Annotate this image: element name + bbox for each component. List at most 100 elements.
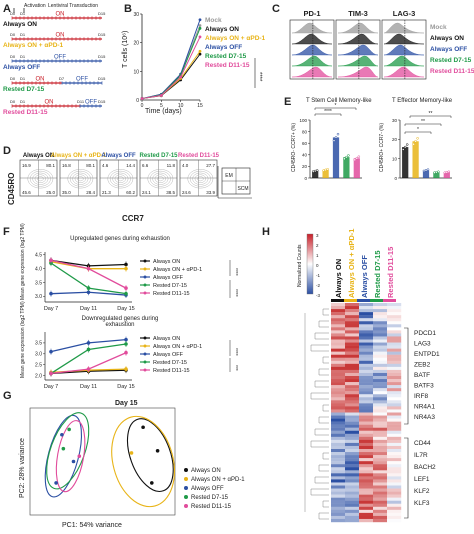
panel-f-upper-point	[49, 291, 53, 296]
panel-c-marker-header: TIM-3	[348, 9, 368, 18]
timeline-row-label: Rested D11-15	[3, 109, 48, 116]
panel-e-left-dot	[343, 157, 346, 161]
heatmap-cell	[359, 312, 374, 316]
heatmap-cell	[373, 342, 388, 346]
heatmap-cell	[373, 348, 388, 352]
panel-b-xtick-label: 15	[197, 103, 203, 109]
heatmap-cell	[387, 397, 402, 401]
heatmap-dendrogram-branch	[322, 452, 329, 460]
panel-f-upper-ytick-label: 4.5	[35, 253, 42, 259]
panel-f-upper-point	[124, 262, 128, 267]
heatmap-cell	[331, 433, 346, 438]
heatmap-cell	[345, 363, 360, 368]
heatmap-cell	[359, 327, 374, 331]
panel-g-title: Day 15	[115, 400, 138, 407]
panel-e-left-bar	[332, 137, 340, 178]
panel-f-upper-point	[86, 286, 91, 290]
panel-f-lower-xtick-label: Day 7	[44, 384, 58, 390]
timeline-day-label: D15	[98, 32, 106, 37]
panel-c-histogram	[291, 22, 333, 34]
heatmap-cell	[373, 409, 388, 413]
panel-f-legend-label: Always OFF	[153, 275, 184, 281]
timeline-day-label: D1	[20, 11, 26, 16]
heatmap-cell	[345, 436, 360, 441]
panel-d-contour	[37, 176, 44, 182]
heatmap-cell	[345, 379, 360, 383]
heatmap-cell	[345, 412, 360, 416]
panel-e-right-title: T Effector Memory-like	[392, 98, 453, 104]
panel-f-upper-sig-label: ****	[232, 268, 238, 276]
panel-e-right-bar	[443, 172, 450, 178]
heatmap-cell	[345, 342, 360, 346]
panel-f-legend-marker	[143, 344, 147, 348]
panel-d-quadrant-value: 25.0	[46, 190, 55, 195]
panel-e-left-dot	[322, 169, 325, 172]
heatmap-cell	[387, 470, 402, 474]
heatmap-scale-label: Normalized Counts	[297, 244, 303, 287]
panel-b-legend-item: Rested D11-15	[205, 62, 250, 69]
heatmap-cell	[331, 458, 346, 462]
heatmap-cell	[345, 452, 360, 456]
heatmap-cell	[387, 345, 402, 349]
heatmap-dendrogram-branch	[310, 392, 329, 400]
panel-g-legend-label: Rested D7-15	[191, 495, 229, 501]
heatmap-gene-label: ENTPD1	[414, 351, 440, 358]
heatmap-cell	[359, 424, 374, 428]
heatmap-cell	[387, 315, 402, 319]
heatmap-scale-tick: 1	[316, 253, 319, 258]
panel-g-point	[155, 449, 160, 453]
heatmap-cell	[359, 409, 374, 413]
heatmap-cell	[345, 333, 360, 337]
panel-letter-d: D	[3, 145, 11, 157]
heatmap-cell	[387, 360, 402, 365]
panel-e-right-sig-label: **	[429, 111, 433, 117]
heatmap-cell	[387, 458, 402, 462]
panel-b-ytick-label: 0	[136, 98, 139, 104]
panel-e-left-bar	[322, 169, 329, 178]
heatmap-cell	[359, 357, 374, 361]
heatmap-cell	[359, 379, 374, 383]
panel-f-legend-label: Always OFF	[153, 352, 184, 358]
heatmap-cell	[359, 476, 374, 480]
panel-c-histogram	[383, 55, 425, 67]
panel-b-point	[198, 52, 202, 56]
panel-f-lower-ylabel: Mean gene expression (log2 TPM)	[20, 301, 26, 378]
heatmap-cell	[373, 339, 388, 343]
heatmap-cell	[359, 397, 374, 401]
heatmap-cell	[359, 376, 374, 380]
heatmap-gene-label: PDCD1	[414, 330, 436, 337]
heatmap-cell	[359, 506, 374, 511]
heatmap-cell	[359, 372, 374, 377]
heatmap-cell	[373, 500, 388, 504]
heatmap-cell	[373, 424, 388, 428]
heatmap-cell	[387, 339, 402, 343]
heatmap-gene-label: IRF8	[414, 393, 428, 400]
heatmap-column-header: Rested D11-15	[386, 247, 395, 298]
panel-d-header: Always ON	[23, 153, 54, 159]
panel-c-frame	[289, 19, 335, 80]
panel-letter-a: A	[3, 3, 11, 15]
panel-e-right-dot	[433, 171, 436, 174]
heatmap-cell	[359, 348, 374, 352]
panel-g-legend-marker	[184, 477, 188, 481]
heatmap-scale-bar	[306, 233, 314, 295]
heatmap-cell	[373, 509, 388, 514]
heatmap-cell	[359, 385, 374, 389]
panel-b-point	[179, 75, 183, 79]
timeline-day-label: D7	[59, 76, 65, 81]
panel-g-ellipse	[111, 415, 175, 508]
heatmap-cell	[331, 391, 346, 395]
heatmap-cell	[387, 476, 402, 480]
panel-d-contour	[34, 174, 46, 183]
heatmap-cell	[373, 394, 388, 398]
heatmap-cell	[373, 303, 388, 307]
heatmap-cell	[373, 494, 388, 498]
panel-f-legend-marker	[143, 336, 147, 340]
heatmap-cell	[387, 430, 402, 434]
heatmap-gene-label: KLF3	[414, 500, 430, 507]
heatmap-cell	[359, 351, 374, 355]
panel-d-contour	[187, 169, 214, 189]
panel-e-right-dot	[426, 168, 430, 171]
panel-c-histogram	[383, 66, 425, 78]
heatmap-cell	[387, 503, 402, 507]
